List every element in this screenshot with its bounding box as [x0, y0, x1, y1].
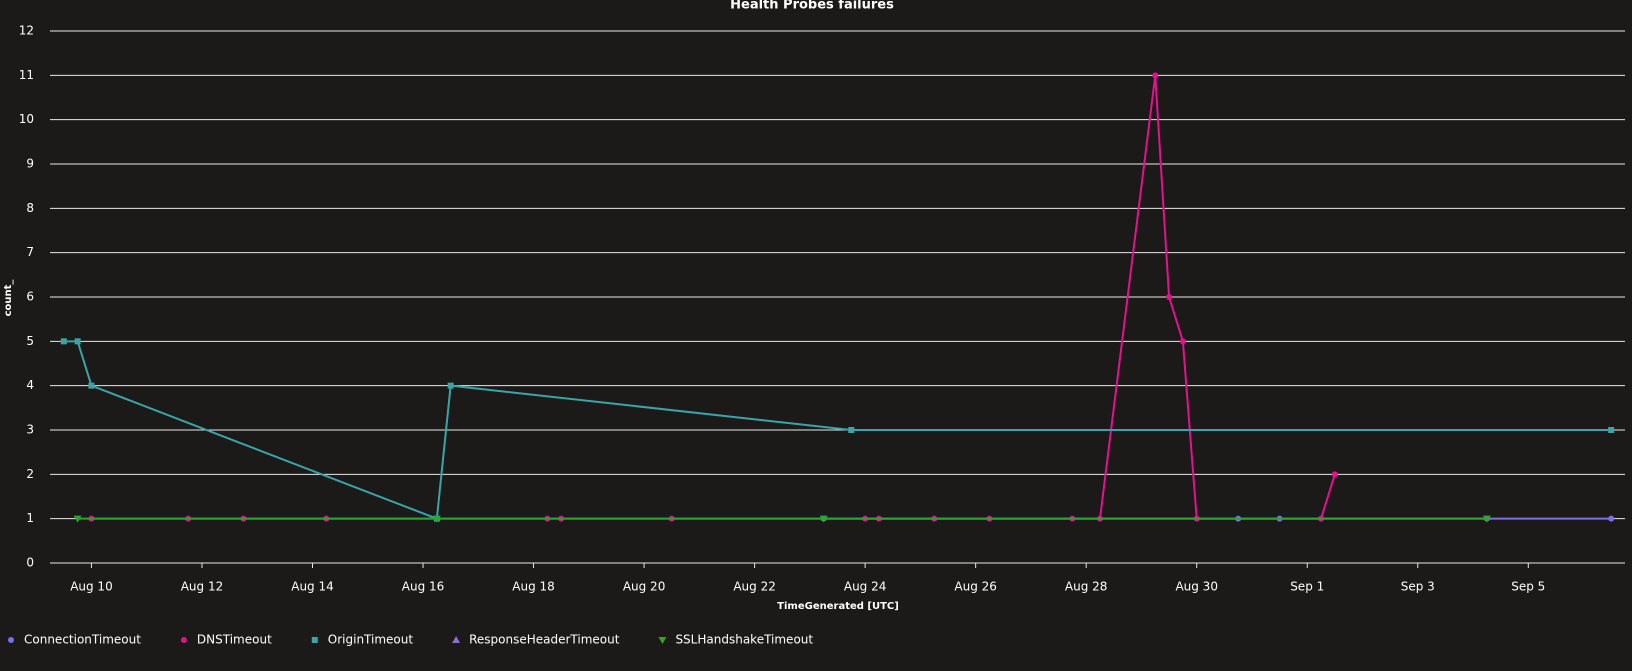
data-point — [447, 382, 454, 389]
legend-label: ConnectionTimeout — [24, 633, 141, 647]
data-point — [1482, 515, 1491, 523]
data-point — [88, 382, 95, 389]
data-point — [432, 515, 441, 523]
legend-symbol — [180, 637, 187, 643]
y-tick-label: 9 — [26, 157, 34, 171]
x-tick-label: Aug 24 — [844, 580, 887, 594]
y-tick-label: 2 — [26, 467, 34, 481]
x-tick-label: Aug 28 — [1065, 580, 1108, 594]
y-tick-label: 10 — [19, 112, 34, 126]
y-tick-label: 12 — [19, 24, 34, 38]
x-tick-label: Aug 10 — [70, 580, 113, 594]
y-tick-label: 7 — [26, 245, 34, 259]
x-tick-label: Aug 22 — [733, 580, 776, 594]
data-point — [1608, 515, 1615, 522]
x-axis-title: TimeGenerated [UTC] — [777, 601, 899, 612]
x-tick-label: Aug 20 — [623, 580, 666, 594]
legend-label: ResponseHeaderTimeout — [469, 633, 620, 647]
data-point — [1152, 72, 1159, 79]
x-tick-label: Sep 1 — [1290, 580, 1324, 594]
y-tick-label: 4 — [26, 378, 34, 392]
data-point — [1331, 471, 1338, 478]
y-axis-title: count_ — [3, 280, 14, 317]
y-tick-label: 6 — [26, 290, 34, 304]
x-tick-label: Aug 26 — [954, 580, 997, 594]
legend-symbol — [311, 637, 318, 643]
x-tick-label: Aug 30 — [1175, 580, 1218, 594]
data-point — [60, 338, 67, 345]
x-tick-label: Sep 5 — [1511, 580, 1545, 594]
data-point — [1608, 427, 1615, 433]
y-tick-label: 5 — [26, 334, 34, 348]
y-tick-label: 1 — [26, 511, 34, 525]
data-point — [74, 338, 81, 345]
x-tick-label: Aug 14 — [291, 580, 334, 594]
data-point — [1166, 294, 1173, 300]
data-point — [1179, 338, 1186, 345]
data-point — [848, 427, 855, 433]
x-tick-label: Aug 12 — [181, 580, 224, 594]
data-point — [73, 515, 82, 523]
y-tick-label: 11 — [19, 68, 34, 82]
x-tick-label: Aug 18 — [512, 580, 555, 594]
legend-label: DNSTimeout — [197, 633, 272, 647]
y-tick-label: 8 — [26, 201, 34, 215]
x-tick-label: Sep 3 — [1401, 580, 1435, 594]
data-point — [819, 515, 828, 523]
legend-symbol — [452, 636, 461, 643]
legend-symbol — [8, 637, 14, 643]
legend-label: SSLHandshakeTimeout — [675, 633, 813, 647]
legend-label: OriginTimeout — [328, 633, 414, 647]
y-tick-label: 3 — [26, 423, 34, 437]
x-tick-label: Aug 16 — [402, 580, 445, 594]
legend-symbol — [658, 637, 667, 644]
y-tick-label: 0 — [26, 556, 34, 570]
chart-title: Health Probes failures — [730, 0, 894, 13]
